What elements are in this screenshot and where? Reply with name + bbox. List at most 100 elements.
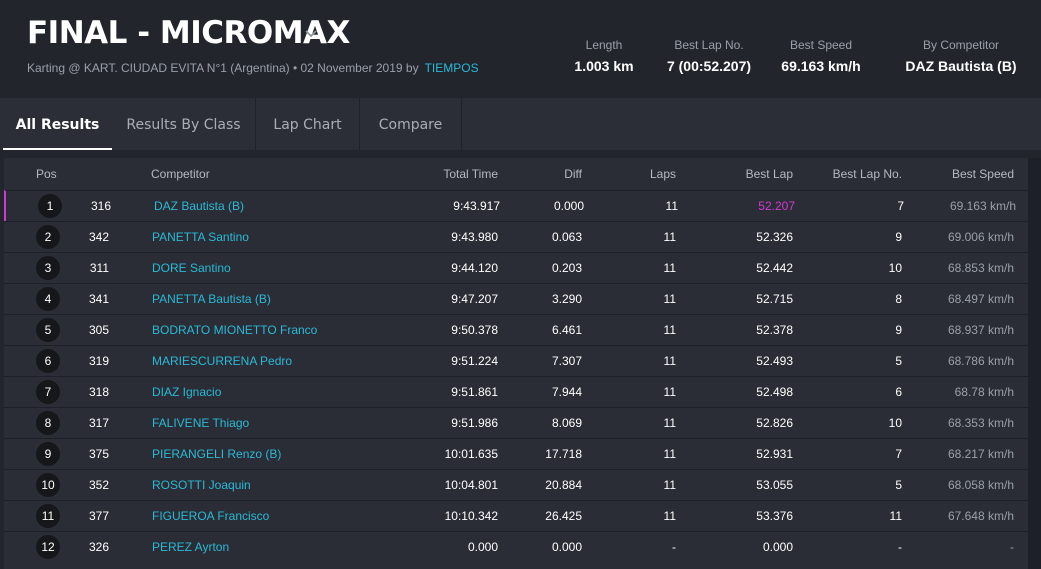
position-badge: 10: [36, 473, 60, 497]
best-lap-number: 9: [895, 323, 902, 337]
total-time: 9:44.120: [451, 261, 498, 275]
competitor-link[interactable]: FIGUEROA Francisco: [152, 509, 270, 523]
best-speed: 68.217 km/h: [947, 447, 1014, 461]
best-speed: 68.353 km/h: [947, 416, 1014, 430]
competitor-link[interactable]: FALIVENE Thiago: [152, 416, 250, 430]
kart-number: 316: [90, 199, 111, 213]
organizer-link[interactable]: TIEMPOS: [424, 61, 479, 75]
competitor-link[interactable]: PANETTA Bautista (B): [152, 292, 271, 306]
event-subtitle: Karting @ KART. CIUDAD EVITA N°1 (Argent…: [27, 61, 479, 75]
competitor-link[interactable]: PEREZ Ayrton: [152, 540, 230, 554]
competitor-link[interactable]: PANETTA Santino: [152, 230, 249, 244]
best-lap-number: -: [898, 540, 902, 554]
tab-all-results[interactable]: All Results: [3, 98, 112, 150]
stat-length: Length 1.003 km: [574, 38, 634, 74]
table-row[interactable]: 4 341 PANETTA Bautista (B) 9:47.207 3.290 11 5…: [4, 283, 1028, 314]
total-time: 9:43.980: [451, 230, 498, 244]
competitor-link[interactable]: DIAZ Ignacio: [152, 385, 222, 399]
stat-label: By Competitor: [922, 38, 1000, 52]
column-header-competitor[interactable]: Competitor: [151, 167, 210, 181]
kart-number: 375: [88, 447, 109, 461]
column-header-best-lap-no[interactable]: Best Lap No.: [832, 167, 902, 181]
event-details: Karting @ KART. CIUDAD EVITA N°1 (Argent…: [27, 61, 419, 75]
kart-number: 319: [88, 354, 109, 368]
competitor-link[interactable]: DORE Santino: [152, 261, 231, 275]
competitor-link[interactable]: MARIESCURRENA Pedro: [152, 354, 293, 368]
total-time: 10:10.342: [444, 509, 498, 523]
position-badge: 7: [36, 380, 60, 404]
diff-value: 7.944: [551, 385, 582, 399]
kart-number: 377: [88, 509, 109, 523]
table-row[interactable]: 5 305 BODRATO MIONETTO Franco 9:50.378 6.461…: [4, 314, 1028, 345]
stat-label: Best Lap No.: [674, 38, 744, 52]
scrollbar[interactable]: [1028, 158, 1041, 569]
competitor-link[interactable]: PIERANGELI Renzo (B): [152, 447, 282, 461]
tab-results-by-class[interactable]: Results By Class: [112, 98, 256, 150]
best-lap-number: 10: [888, 416, 902, 430]
kart-number: 326: [88, 540, 109, 554]
best-lap-time: 52.326: [756, 230, 793, 244]
competitor-link[interactable]: DAZ Bautista (B): [154, 199, 245, 213]
best-speed: 69.006 km/h: [947, 230, 1014, 244]
best-lap-time: 53.376: [756, 509, 793, 523]
total-time: 9:51.224: [451, 354, 498, 368]
diff-value: 8.069: [551, 416, 582, 430]
best-speed: 68.937 km/h: [947, 323, 1014, 337]
laps-count: 11: [663, 478, 676, 492]
laps-count: 11: [663, 292, 676, 306]
best-lap-time: 52.715: [756, 292, 793, 306]
column-header-diff[interactable]: Diff: [564, 167, 582, 181]
stat-value: 7 (00:52.207): [666, 58, 752, 74]
position-badge: 8: [36, 411, 60, 435]
position-badge: 3: [36, 256, 60, 280]
laps-count: 11: [663, 230, 676, 244]
best-lap-number: 11: [889, 509, 902, 523]
best-lap-time: 52.378: [756, 323, 793, 337]
chevron-down-icon[interactable]: [303, 26, 319, 42]
stat-best-lap-no: Best Lap No. 7 (00:52.207): [664, 38, 754, 74]
column-header-best-lap[interactable]: Best Lap: [745, 167, 793, 181]
best-speed: 68.786 km/h: [947, 354, 1014, 368]
best-lap-number: 5: [895, 354, 902, 368]
table-row[interactable]: 8 317 FALIVENE Thiago 9:51.986 8.069 11 52.826…: [4, 407, 1028, 438]
best-speed: -: [1010, 540, 1014, 554]
table-row[interactable]: 1 316 DAZ Bautista (B) 9:43.917 0.000 11 52.20…: [4, 190, 1028, 221]
position-badge: 4: [36, 287, 60, 311]
laps-count: 11: [663, 323, 676, 337]
stat-value: 69.163 km/h: [781, 58, 861, 74]
laps-count: 11: [663, 354, 676, 368]
table-row[interactable]: 2 342 PANETTA Santino 9:43.980 0.063 11 52.326…: [4, 221, 1028, 252]
best-lap-time: 52.207: [758, 199, 795, 213]
best-lap-number: 10: [888, 261, 902, 275]
column-header-pos[interactable]: Pos: [36, 167, 57, 181]
position-badge: 1: [38, 194, 62, 218]
kart-number: 311: [89, 261, 109, 275]
best-lap-number: 6: [895, 385, 902, 399]
kart-number: 342: [88, 230, 109, 244]
page-title: FINAL - MICROMAX: [27, 15, 350, 51]
table-row[interactable]: 10 352 ROSOTTI Joaquin 10:04.801 20.884 11 53.…: [4, 469, 1028, 500]
table-row[interactable]: 12 326 PEREZ Ayrton 0.000 0.000 - 0.000 - -: [4, 531, 1028, 562]
diff-value: 26.425: [545, 509, 582, 523]
tab-compare[interactable]: Compare: [360, 98, 462, 150]
column-header-laps[interactable]: Laps: [649, 167, 676, 181]
best-speed: 68.497 km/h: [947, 292, 1014, 306]
results-tabs: All Results Results By Class Lap Chart C…: [0, 98, 1041, 150]
competitor-link[interactable]: ROSOTTI Joaquin: [152, 478, 251, 492]
diff-value: 6.461: [551, 323, 582, 337]
column-header-total-time[interactable]: Total Time: [443, 167, 498, 181]
total-time: 10:01.635: [444, 447, 498, 461]
total-time: 9:50.378: [451, 323, 498, 337]
competitor-link[interactable]: BODRATO MIONETTO Franco: [152, 323, 318, 337]
table-row[interactable]: 3 311 DORE Santino 9:44.120 0.203 11 52.442 10 6…: [4, 252, 1028, 283]
column-header-best-speed[interactable]: Best Speed: [951, 167, 1014, 181]
tab-lap-chart[interactable]: Lap Chart: [256, 98, 360, 150]
kart-number: 318: [88, 385, 109, 399]
diff-value: 20.884: [545, 478, 582, 492]
table-row[interactable]: 6 319 MARIESCURRENA Pedro 9:51.224 7.307 11 52…: [4, 345, 1028, 376]
table-row[interactable]: 9 375 PIERANGELI Renzo (B) 10:01.635 17.718 1…: [4, 438, 1028, 469]
table-row[interactable]: 7 318 DIAZ Ignacio 9:51.861 7.944 11 52.498 6 68…: [4, 376, 1028, 407]
total-time: 10:04.801: [444, 478, 498, 492]
table-row[interactable]: 11 377 FIGUEROA Francisco 10:10.342 26.425 11…: [4, 500, 1028, 531]
position-badge: 9: [36, 442, 60, 466]
